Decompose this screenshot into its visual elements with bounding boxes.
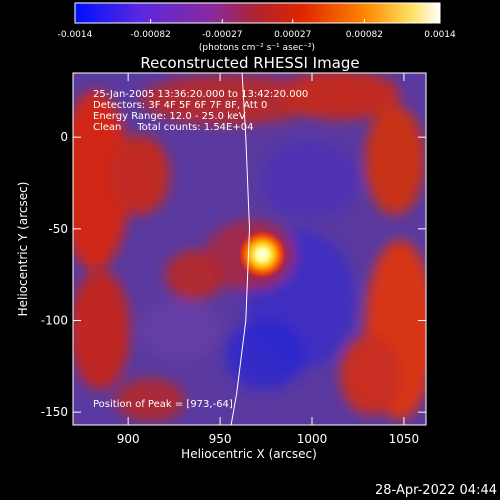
y-tick-label: -50 <box>48 222 68 236</box>
y-tick-label: -100 <box>41 314 68 328</box>
colorbar-tick-label: 0.0014 <box>424 30 456 40</box>
observation-info: 25-Jan-2005 13:36:20.000 to 13:42:20.000… <box>93 89 308 133</box>
colorbar-tick-label: -0.0014 <box>58 30 93 40</box>
info-total-counts: Clean Total counts: 1.54E+04 <box>93 122 253 133</box>
x-tick-label: 950 <box>209 432 232 446</box>
y-tick-label: -150 <box>41 405 68 419</box>
colorbar-tick-label: -0.00082 <box>130 30 170 40</box>
axis-ticks: 900 950 1000 1050 0 -50 -100 -150 <box>41 73 426 446</box>
generation-timestamp: 28-Apr-2022 04:44 <box>375 483 497 498</box>
colorbar-gradient <box>75 3 440 23</box>
info-time-range: 25-Jan-2005 13:36:20.000 to 13:42:20.000 <box>93 89 308 100</box>
x-tick-label: 1050 <box>389 432 420 446</box>
y-tick-label: 0 <box>60 130 68 144</box>
info-detectors: Detectors: 3F 4F 5F 6F 7F 8F, Att 0 <box>93 100 267 111</box>
colorbar-tick-label: 0.00082 <box>346 30 383 40</box>
colorbar-unit-label: (photons cm⁻² s⁻¹ asec⁻²) <box>199 43 315 53</box>
x-tick-label: 1000 <box>297 432 328 446</box>
plot-area: 900 950 1000 1050 0 -50 -100 -150 <box>41 72 427 446</box>
peak-position-label: Position of Peak = [973,-64] <box>93 399 233 410</box>
solar-limb-curve <box>230 73 251 425</box>
colorbar-ticks: -0.0014 -0.00082 -0.00027 0.00027 0.00082 0.0… <box>58 19 456 40</box>
colorbar: -0.0014 -0.00082 -0.00027 0.00027 0.00082 0.0… <box>58 2 456 53</box>
peak-source <box>238 230 287 279</box>
colorbar-tick-label: 0.00027 <box>274 30 311 40</box>
chart-title: Reconstructed RHESSI Image <box>140 54 359 72</box>
x-axis-label: Heliocentric X (arcsec) <box>181 447 317 461</box>
colorbar-frame <box>74 2 441 24</box>
colorbar-tick-label: -0.00027 <box>202 30 242 40</box>
info-energy-range: Energy Range: 12.0 - 25.0 keV <box>93 111 246 122</box>
plot-frame <box>72 72 427 426</box>
y-axis-label: Heliocentric Y (arcsec) <box>16 182 30 317</box>
x-tick-label: 900 <box>117 432 140 446</box>
